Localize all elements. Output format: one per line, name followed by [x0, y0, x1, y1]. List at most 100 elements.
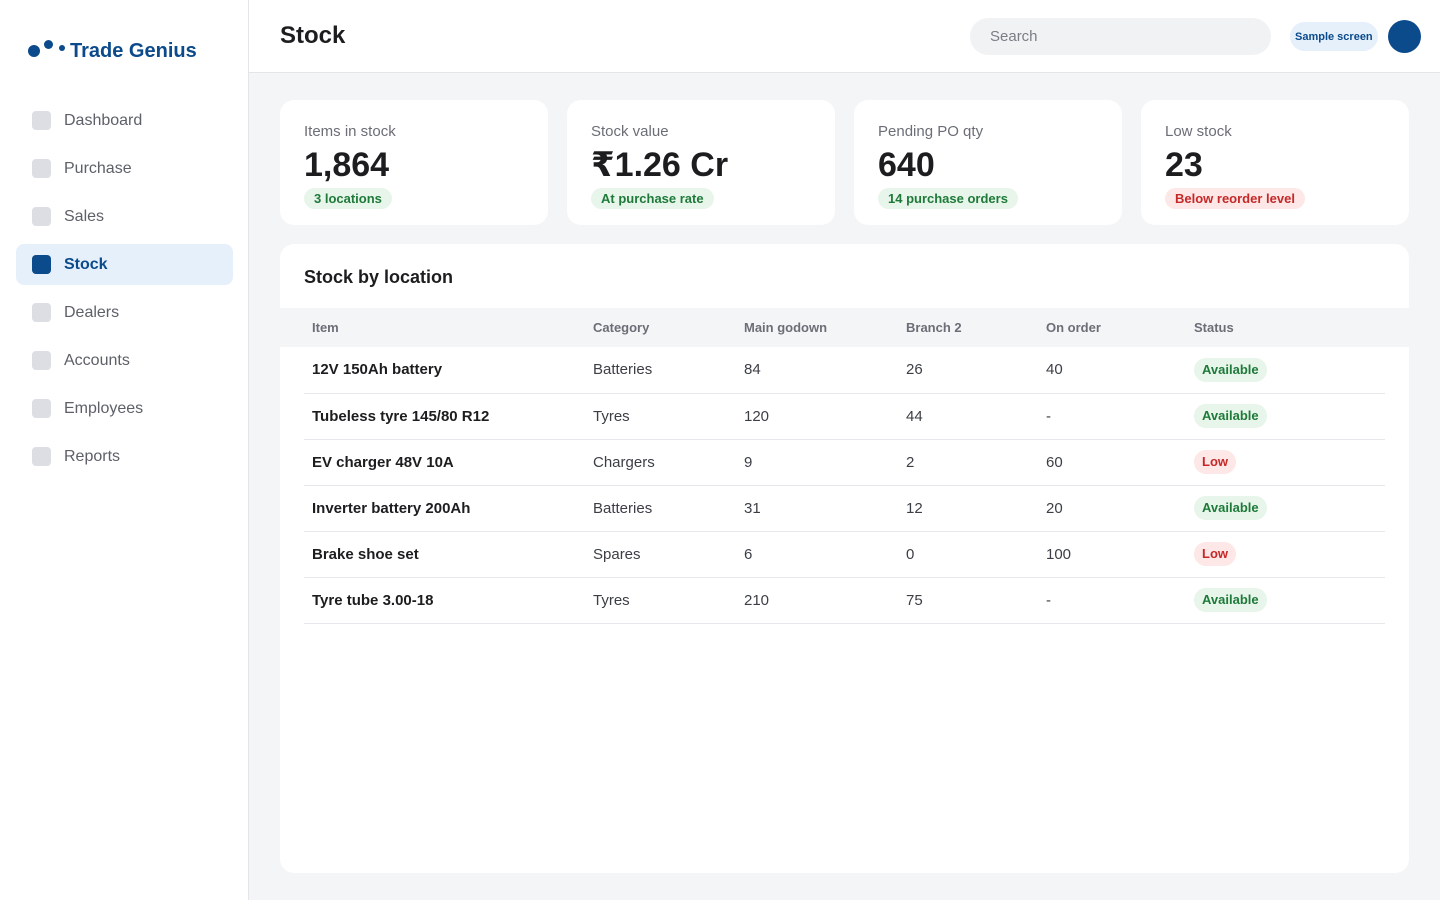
column-header-item: Item: [312, 320, 339, 335]
brand-name: Trade Genius: [70, 40, 197, 62]
top-bar: Stock Sample screen: [249, 0, 1440, 73]
row-spacer: [1385, 531, 1409, 577]
cell-on-order: 100: [1046, 531, 1194, 578]
table-header-row: Item Category Main godown Branch 2 On order S…: [280, 308, 1409, 347]
table-row[interactable]: Inverter battery 200Ah Batteries 31 12 20 Ava…: [280, 485, 1409, 532]
search-input[interactable]: [970, 18, 1271, 55]
sidebar-item-label: Dashboard: [64, 111, 143, 129]
table-row[interactable]: Brake shoe set Spares 6 0 100 Low: [280, 531, 1409, 578]
cell-branch2: 12: [906, 485, 1046, 532]
cell-branch2: 0: [906, 531, 1046, 578]
header-spacer: [280, 308, 304, 347]
employees-icon: [32, 399, 51, 418]
column-header-main-godown: Main godown: [744, 320, 828, 335]
status-badge: Available: [1194, 357, 1267, 382]
reports-icon: [32, 447, 51, 466]
row-spacer: [1385, 347, 1409, 393]
cell-on-order: 20: [1046, 485, 1194, 532]
sidebar-item-employees[interactable]: Employees: [16, 388, 233, 429]
cell-main: 120: [744, 393, 906, 440]
cell-category: Batteries: [593, 485, 744, 532]
table-row[interactable]: Tubeless tyre 145/80 R12 Tyres 120 44- Avail…: [280, 393, 1409, 440]
user-avatar[interactable]: [1388, 20, 1421, 53]
page-title: Stock: [280, 22, 346, 49]
cell-category: Tyres: [593, 577, 744, 624]
row-spacer: [1385, 439, 1409, 485]
stock-icon: [32, 255, 51, 274]
sidebar-item-label: Dealers: [64, 303, 120, 321]
sidebar-item-dealers[interactable]: Dealers: [16, 292, 233, 333]
stock-by-location-panel: Stock by location Item Category Main godow…: [280, 244, 1409, 873]
row-spacer: [280, 347, 304, 393]
sidebar-nav: Dashboard Purchase Sales Stock Dealers Accoun…: [16, 100, 233, 484]
row-spacer: [1385, 577, 1409, 623]
cell-item: Inverter battery 200Ah: [312, 485, 593, 532]
row-spacer: [280, 485, 304, 531]
sidebar-item-label: Stock: [64, 255, 108, 273]
summary-card-items-in-stock: Items in stock 1,864 3 locations: [280, 100, 548, 225]
header-spacer: [304, 308, 312, 347]
cell-category: Spares: [593, 531, 744, 578]
cell-main: 210: [744, 577, 906, 624]
cell-item: Tyre tube 3.00-18: [312, 577, 593, 624]
cell-on-order: 40: [1046, 347, 1194, 394]
cell-branch2: 26: [906, 347, 1046, 394]
card-value: ₹1.26 Cr: [591, 146, 729, 184]
column-header-branch-2: Branch 2: [906, 320, 962, 335]
sidebar-item-stock[interactable]: Stock: [16, 244, 233, 285]
dealers-icon: [32, 303, 51, 322]
sidebar-item-accounts[interactable]: Accounts: [16, 340, 233, 381]
cell-main: 9: [744, 439, 906, 486]
stock-table: Item Category Main godown Branch 2 On order S…: [280, 308, 1409, 624]
sidebar-item-dashboard[interactable]: Dashboard: [16, 100, 233, 141]
card-label: Stock value: [591, 123, 669, 140]
table-row[interactable]: Tyre tube 3.00-18 Tyres 210 75- Available: [280, 577, 1409, 624]
cell-main: 84: [744, 347, 906, 394]
table-row[interactable]: EV charger 48V 10A Chargers 9 2 60 Low: [280, 439, 1409, 486]
card-value: 640: [878, 146, 935, 184]
column-header-category: Category: [593, 320, 650, 335]
row-spacer: [304, 485, 312, 532]
purchase-icon: [32, 159, 51, 178]
table-body: 12V 150Ah battery Batteries 84 26 40 Availabl…: [280, 347, 1409, 624]
cell-status: Available: [1194, 347, 1385, 394]
row-spacer: [304, 393, 312, 440]
row-spacer: [280, 577, 304, 623]
cell-item: 12V 150Ah battery: [312, 347, 593, 394]
sidebar-item-sales[interactable]: Sales: [16, 196, 233, 237]
card-label: Pending PO qty: [878, 123, 984, 140]
status-badge: Available: [1194, 588, 1267, 612]
card-note-badge: Below reorder level: [1165, 187, 1305, 209]
cell-item: EV charger 48V 10A: [312, 439, 593, 486]
cell-status: Available: [1194, 485, 1385, 532]
summary-card-stock-value: Stock value ₹1.26 Cr At purchase rate: [567, 100, 835, 225]
sales-icon: [32, 207, 51, 226]
cell-on-order: -: [1046, 393, 1194, 440]
panel-title: Stock by location: [304, 267, 454, 287]
sidebar-item-label: Reports: [64, 447, 121, 465]
table-row[interactable]: 12V 150Ah battery Batteries 84 26 40 Availabl…: [280, 347, 1409, 394]
card-note-badge: At purchase rate: [591, 187, 714, 209]
sample-screen-badge: Sample screen: [1290, 22, 1378, 51]
card-note-badge: 14 purchase orders: [878, 187, 1018, 209]
summary-cards: Items in stock 1,864 3 locations Stock valu…: [280, 100, 1409, 225]
row-spacer: [280, 393, 304, 439]
cell-item: Brake shoe set: [312, 531, 593, 578]
brand-logo[interactable]: Trade Genius: [28, 30, 197, 70]
cell-on-order: 60: [1046, 439, 1194, 486]
card-note-badge: 3 locations: [304, 187, 392, 209]
row-spacer: [304, 439, 312, 486]
cell-branch2: 44: [906, 393, 1046, 440]
header-spacer: [1385, 308, 1409, 347]
cell-status: Available: [1194, 577, 1385, 624]
cell-category: Tyres: [593, 393, 744, 440]
card-label: Items in stock: [304, 123, 396, 140]
card-value: 1,864: [304, 146, 390, 184]
cell-on-order: -: [1046, 577, 1194, 624]
status-badge: Available: [1194, 404, 1267, 428]
sidebar-item-purchase[interactable]: Purchase: [16, 148, 233, 189]
row-spacer: [1385, 485, 1409, 531]
card-value: 23: [1165, 146, 1203, 184]
sidebar-item-reports[interactable]: Reports: [16, 436, 233, 477]
sidebar-item-label: Sales: [64, 207, 105, 225]
